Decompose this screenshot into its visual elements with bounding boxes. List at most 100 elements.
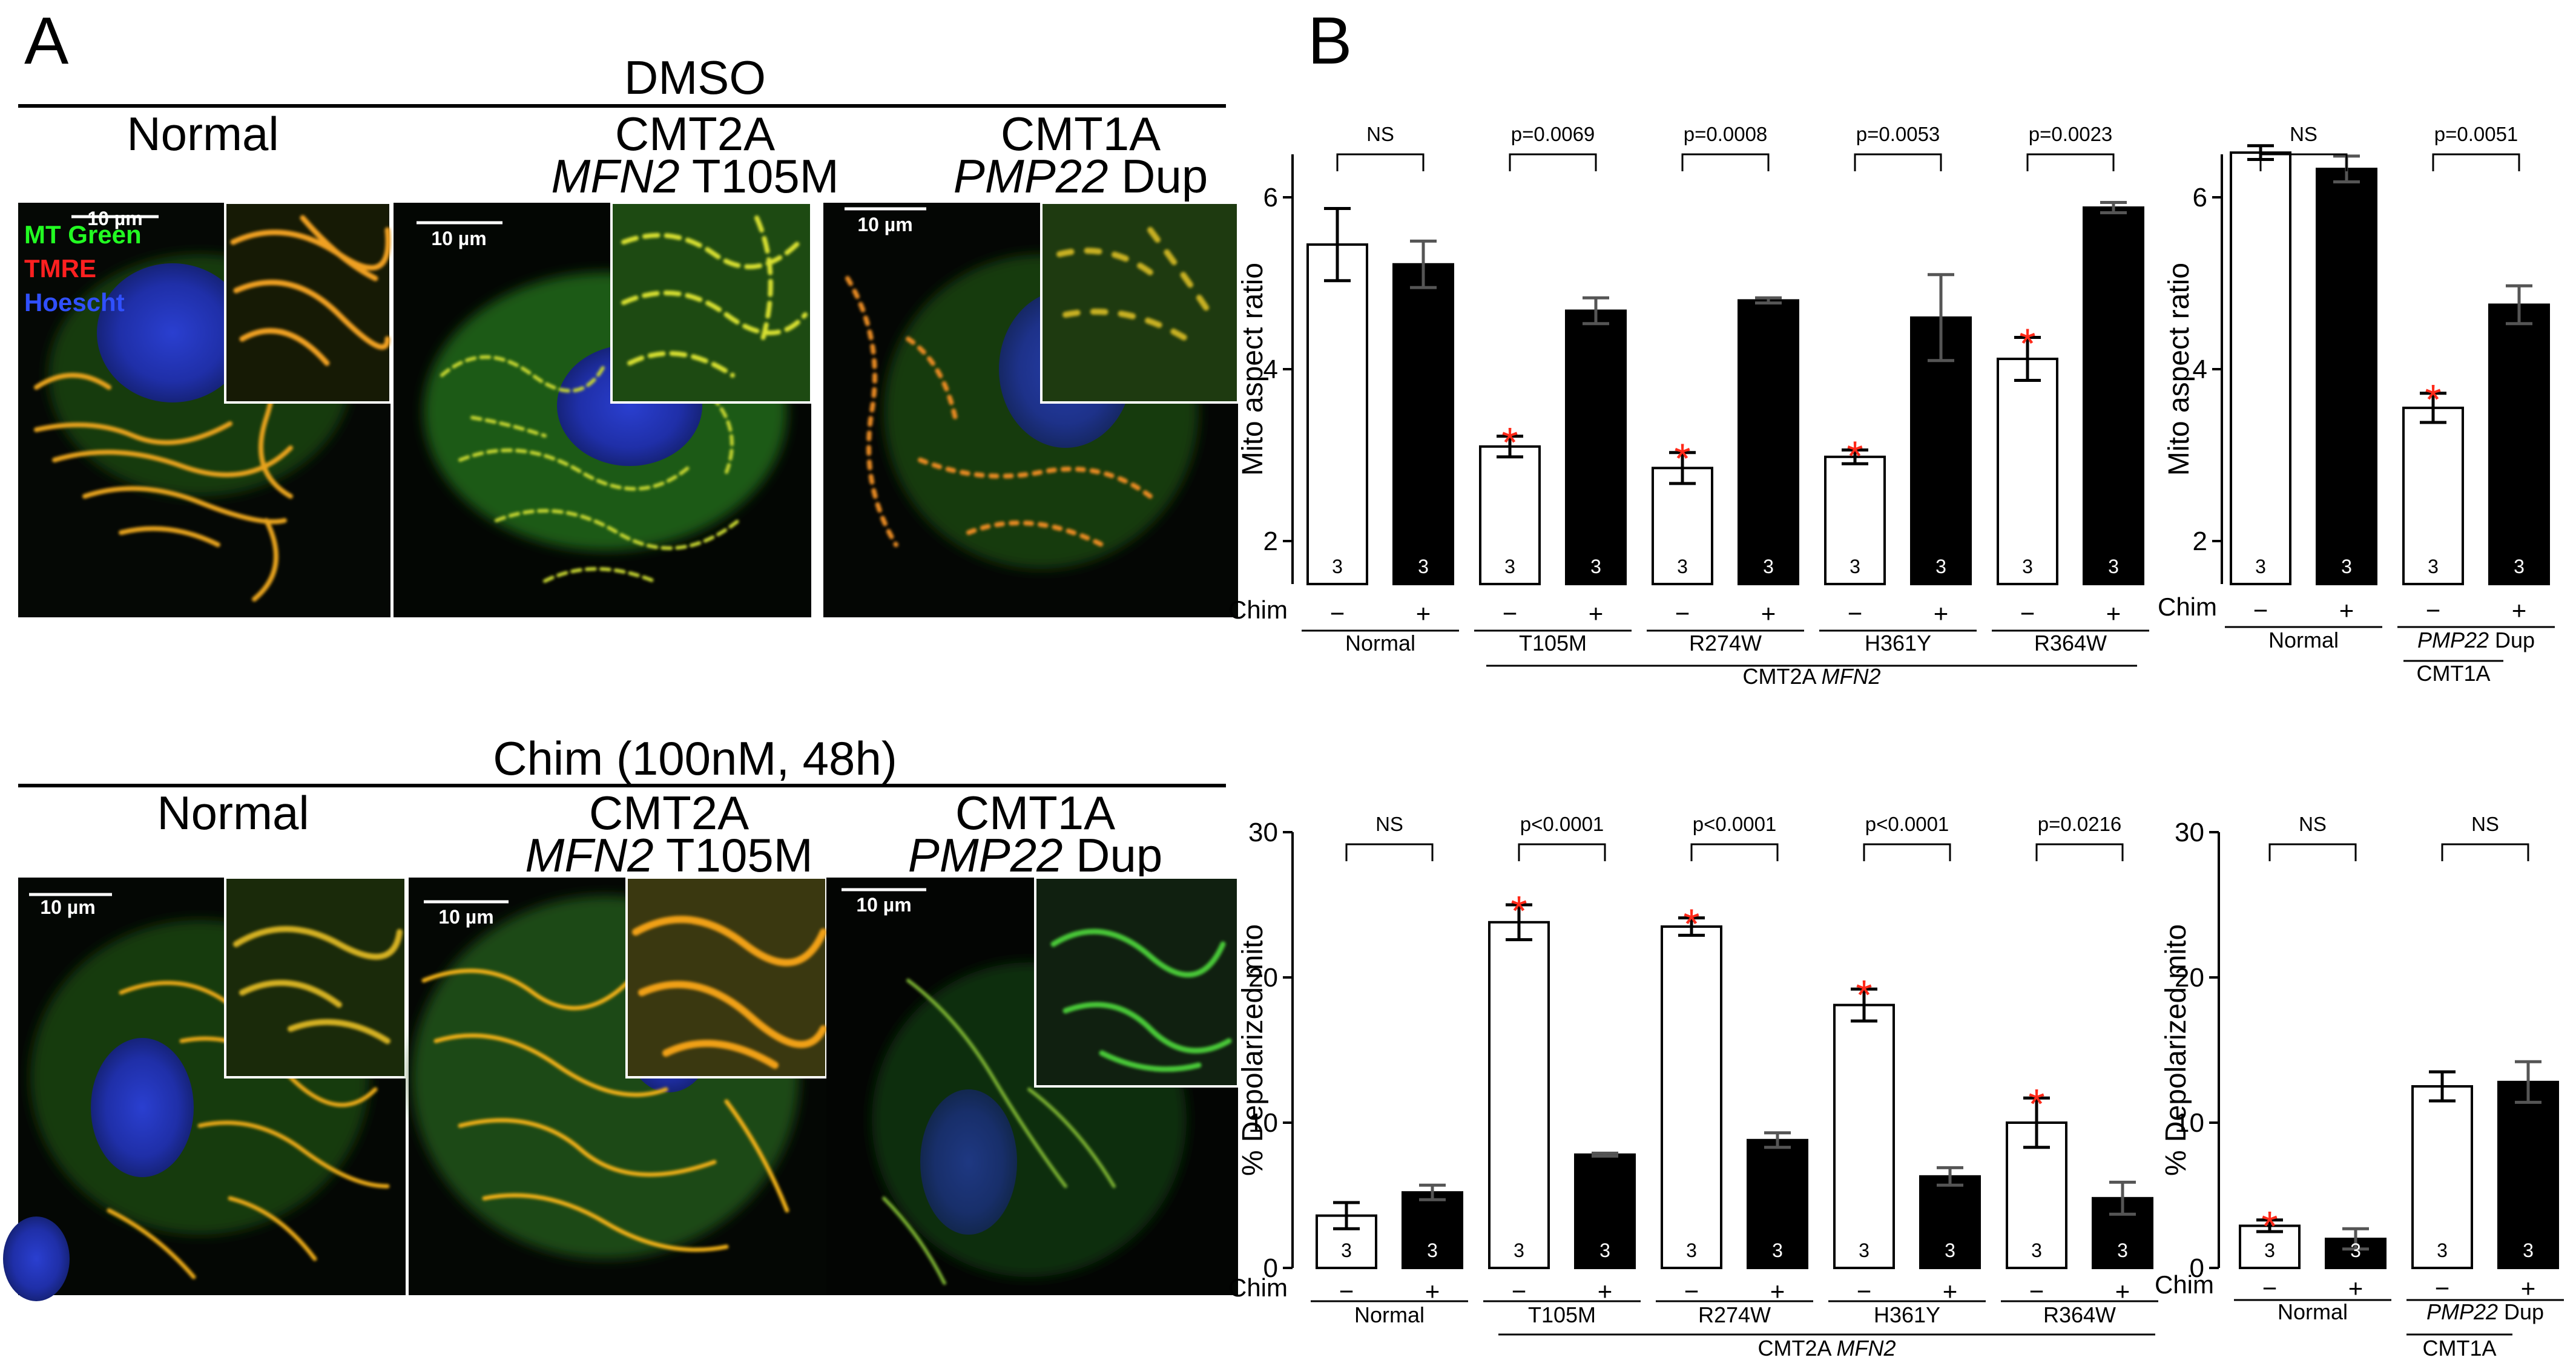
chim-plus: + <box>2348 1274 2364 1302</box>
y-tick-label: 6 <box>1263 183 1278 212</box>
pvalue-label: NS <box>2290 123 2317 145</box>
n-label: 3 <box>1945 1239 1955 1261</box>
bar-untreated <box>2230 151 2291 586</box>
legend-mt-green: MT Green <box>24 220 142 249</box>
chim-plus: + <box>1934 599 1949 628</box>
group-label-italic: MFN2 <box>1837 1336 1896 1361</box>
n-label: 3 <box>1341 1239 1352 1261</box>
inset <box>1040 202 1239 404</box>
chim-header: Chim (100nM, 48h) <box>493 732 897 785</box>
bar-chim <box>2083 206 2144 586</box>
group-label-italic: MFN2 <box>1822 664 1881 689</box>
category-label: PMP22 Dup <box>2417 628 2535 652</box>
bar-untreated <box>1997 357 2058 586</box>
pvalue-label: p=0.0008 <box>1684 123 1768 145</box>
significance-star: * <box>1674 435 1690 482</box>
bar-untreated <box>2411 1085 2473 1269</box>
nucleus <box>920 1089 1017 1235</box>
bar-chim <box>1919 1175 1981 1270</box>
chim-minus: − <box>2435 1274 2450 1302</box>
category-label: H361Y <box>1874 1302 1940 1327</box>
significance-star: * <box>1846 432 1863 479</box>
category-label: T105M <box>1519 631 1587 655</box>
chim-col-cmt2a-mutation: MFN2 T105M <box>525 829 812 882</box>
panel-b-letter: B <box>1308 4 1352 78</box>
n-label: 3 <box>2514 556 2525 577</box>
pvalue-bracket <box>1509 153 1597 171</box>
pvalue-bracket <box>1518 843 1606 861</box>
pvalue-label: NS <box>1366 123 1394 145</box>
chim-col-cmt1a: CMT1A <box>955 786 1115 839</box>
n-label: 3 <box>2022 556 2033 577</box>
chart-aspect-ratio-cmt2a: 2 4 6 Mito aspect ratio Chim 3 − 3 + NS Normal 3 − 3 +… <box>1228 123 2149 689</box>
chart-aspect-ratio-cmt1a: 2 4 6 Mito aspect ratio Chim 3 − 3 + NS Normal 3 − 3 +… <box>2158 123 2555 686</box>
n-label: 3 <box>1418 556 1429 577</box>
y-tick-label: 20 <box>2175 963 2204 993</box>
pvalue-label: p<0.0001 <box>1693 813 1777 835</box>
significance-star: * <box>1856 971 1872 1019</box>
significance-star: * <box>2261 1203 2278 1250</box>
n-label: 3 <box>1763 556 1774 577</box>
y-tick-label: 30 <box>1248 818 1278 847</box>
category-label-rest: Dup <box>2489 628 2535 652</box>
category-label-rest: Dup <box>2498 1299 2544 1324</box>
n-label: 3 <box>1850 556 1860 577</box>
pvalue-bracket <box>1690 843 1779 861</box>
pvalue-bracket <box>1345 843 1434 861</box>
group-label: CMT1A <box>2416 661 2490 686</box>
mito-network <box>440 355 740 583</box>
category-label: T105M <box>1528 1302 1596 1327</box>
pvalue-label: NS <box>2299 813 2327 835</box>
bar-untreated <box>1661 925 1722 1269</box>
dmso-col-cmt1a: CMT1A <box>1001 107 1161 160</box>
scale-bar-label: 10 µm <box>857 214 912 235</box>
inset <box>1034 876 1239 1088</box>
chim-minus: − <box>1503 599 1518 628</box>
bar-chim <box>2316 168 2377 585</box>
n-label: 3 <box>2264 1239 2275 1261</box>
significance-star: * <box>1510 887 1527 934</box>
category-label: PMP22 Dup <box>2426 1299 2544 1324</box>
pvalue-bracket <box>1681 153 1770 171</box>
group-label: CMT2A MFN2 <box>1742 664 1880 689</box>
bar-chim <box>1574 1153 1636 1270</box>
chim-minus: − <box>2253 596 2268 625</box>
micrograph-dmso-cmt2a: 10 µm <box>394 202 812 617</box>
category-label: R364W <box>2043 1302 2116 1327</box>
y-axis-label: Mito aspect ratio <box>2163 263 2195 476</box>
mito-network <box>421 968 789 1252</box>
dmso-col-cmt2a-mutation: MFN2 T105M <box>551 149 838 203</box>
chim-col-normal: Normal <box>157 786 309 839</box>
chim-label: Chim <box>1228 1273 1288 1302</box>
pvalue-label: p=0.0216 <box>2038 813 2122 835</box>
n-label: 3 <box>1859 1239 1869 1261</box>
y-tick-label: 4 <box>1263 355 1278 384</box>
scale-bar-label: 10 µm <box>431 228 486 249</box>
n-label: 3 <box>1590 556 1601 577</box>
chim-plus: + <box>1761 599 1776 628</box>
n-label: 3 <box>2031 1239 2042 1261</box>
scale-bar-label: 10 µm <box>40 896 95 918</box>
n-label: 3 <box>2255 556 2266 577</box>
y-tick-label: 10 <box>1248 1108 1278 1138</box>
y-tick-label: 10 <box>2175 1108 2204 1138</box>
y-axis-label: % Depolarized mito <box>2160 924 2192 1176</box>
nucleus <box>91 1038 194 1177</box>
chim-minus: − <box>2020 599 2035 628</box>
legend-hoescht: Hoescht <box>24 288 125 317</box>
significance-star: * <box>1501 419 1518 466</box>
n-label: 3 <box>2428 556 2439 577</box>
chim-plus: + <box>1416 599 1431 628</box>
bar-chim <box>2497 1080 2559 1270</box>
n-label: 3 <box>1686 1239 1697 1261</box>
pvalue-bracket <box>2432 153 2520 171</box>
bar-chim <box>1392 263 1454 585</box>
significance-star: * <box>1683 901 1699 948</box>
significance-star: * <box>2425 376 2441 423</box>
n-label: 3 <box>2350 1239 2361 1261</box>
n-label: 3 <box>1514 1239 1524 1261</box>
chart-depolarized-cmt1a: 0 10 20 30 % Depolarized mito Chim 3 − 3 + * NS Norm… <box>2155 813 2564 1361</box>
scale-bar-label: 10 µm <box>438 906 493 928</box>
pvalue-bracket <box>2026 153 2115 171</box>
dmso-col-cmt1a-mutation: PMP22 Dup <box>954 149 1208 203</box>
